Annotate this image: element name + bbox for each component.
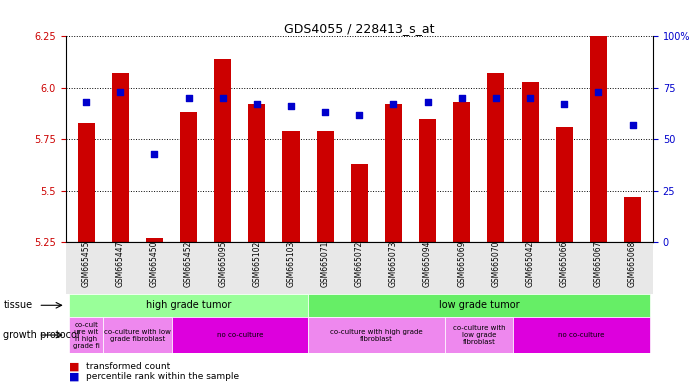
Point — [422, 99, 433, 105]
Point — [627, 122, 638, 128]
Bar — [419, 119, 436, 242]
Point — [320, 109, 331, 116]
Bar — [180, 113, 197, 242]
Text: co-culture with low
grade fibroblast: co-culture with low grade fibroblast — [104, 329, 171, 341]
Point — [524, 95, 536, 101]
Text: high grade tumor: high grade tumor — [146, 300, 231, 310]
Bar — [69, 294, 308, 317]
Title: GDS4055 / 228413_s_at: GDS4055 / 228413_s_at — [284, 22, 435, 35]
Point — [149, 151, 160, 157]
Text: percentile rank within the sample: percentile rank within the sample — [86, 372, 240, 381]
Bar — [556, 127, 573, 242]
Text: ■: ■ — [69, 362, 79, 372]
Point — [388, 101, 399, 108]
Bar — [385, 104, 402, 242]
Text: no co-culture: no co-culture — [558, 332, 605, 338]
Point — [456, 95, 467, 101]
Bar — [522, 82, 538, 242]
Bar — [283, 131, 300, 242]
Text: co-cult
ure wit
h high
grade fi: co-cult ure wit h high grade fi — [73, 321, 100, 349]
Bar — [513, 317, 650, 353]
Point — [252, 101, 263, 108]
Bar — [214, 59, 231, 242]
Bar — [112, 73, 129, 242]
Point — [81, 99, 92, 105]
Text: transformed count: transformed count — [86, 362, 171, 371]
Bar — [146, 238, 163, 242]
Point — [354, 111, 365, 118]
Bar — [308, 294, 650, 317]
Point — [491, 95, 502, 101]
Text: ■: ■ — [69, 371, 79, 381]
Point — [285, 103, 296, 109]
Bar — [453, 102, 471, 242]
Point — [593, 89, 604, 95]
Point — [217, 95, 228, 101]
Text: tissue: tissue — [3, 300, 32, 310]
Text: low grade tumor: low grade tumor — [439, 300, 519, 310]
Bar — [248, 104, 265, 242]
Bar — [487, 73, 504, 242]
Bar — [445, 317, 513, 353]
Bar — [308, 317, 445, 353]
Point — [115, 89, 126, 95]
Bar — [171, 317, 308, 353]
Bar — [624, 197, 641, 242]
Bar — [351, 164, 368, 242]
Bar — [69, 317, 103, 353]
Point — [183, 95, 194, 101]
Text: growth protocol: growth protocol — [3, 330, 80, 340]
Text: co-culture with
low grade
fibroblast: co-culture with low grade fibroblast — [453, 325, 505, 345]
Bar — [590, 36, 607, 242]
Point — [559, 101, 570, 108]
Bar — [103, 317, 171, 353]
Bar — [316, 131, 334, 242]
Text: co-culture with high grade
fibroblast: co-culture with high grade fibroblast — [330, 329, 423, 341]
Text: no co-culture: no co-culture — [216, 332, 263, 338]
Bar — [77, 123, 95, 242]
